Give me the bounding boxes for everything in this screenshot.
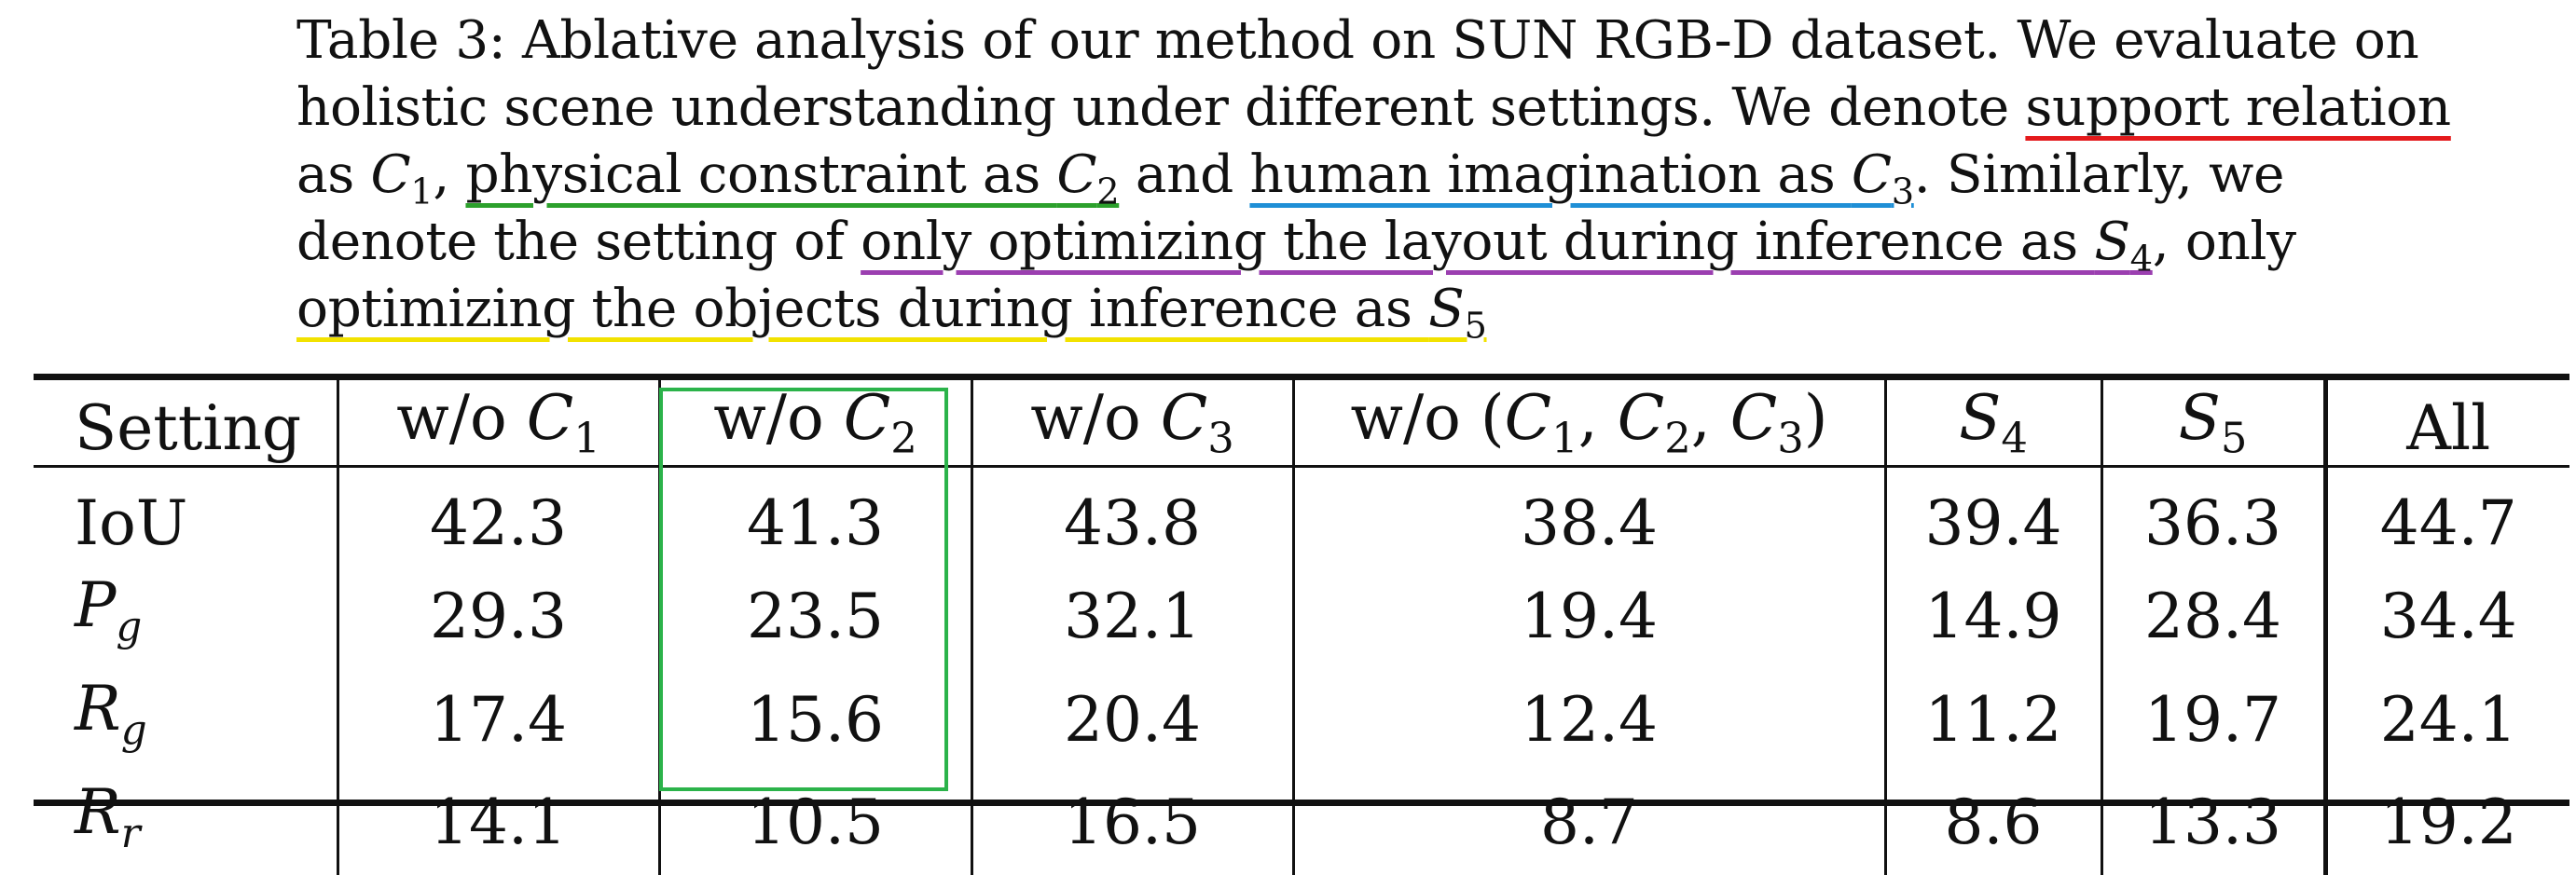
- underline-support-relation: support relation: [2025, 77, 2451, 138]
- caption-line-3: as C1, physical constraint as C2 and hum…: [296, 142, 2284, 213]
- table-cell: 19.4: [1293, 565, 1887, 669]
- header-wo-c1: w/o C1: [337, 374, 661, 484]
- underline-human-imagination: human imagination as C3: [1249, 144, 1914, 213]
- table-row: Rg 17.4 15.6 20.4 12.4 11.2 19.7 24.1: [34, 668, 2569, 772]
- table-cell: 39.4: [1885, 483, 2103, 566]
- table-cell: 11.2: [1885, 668, 2103, 772]
- table-cell: 8.6: [1885, 771, 2103, 875]
- caption-text: , only: [2152, 212, 2296, 272]
- table-cell: 23.5: [659, 565, 973, 669]
- ablation-table: Setting w/o C1 w/o C2 w/o C3 w/o (C1, C2…: [34, 374, 2569, 875]
- table-row: Pg 29.3 23.5 32.1 19.4 14.9 28.4 34.4: [34, 565, 2569, 669]
- table-cell: 13.3: [2101, 771, 2328, 875]
- header-all: All: [2406, 391, 2491, 464]
- header-wo-c2: w/o C2: [659, 374, 973, 484]
- table-cell: 38.4: [1293, 483, 1887, 566]
- row-label-rg: Rg: [34, 668, 339, 772]
- table-header-row: Setting w/o C1 w/o C2 w/o C3 w/o (C1, C2…: [34, 374, 2569, 484]
- symbol-c1: C1: [370, 144, 434, 213]
- header-s4: S4: [1885, 374, 2103, 484]
- header-wo-all-constraints: w/o (C1, C2, C3): [1293, 374, 1887, 484]
- table-cell: 28.4: [2101, 565, 2328, 669]
- table-cell: 19.7: [2101, 668, 2328, 772]
- table-cell: 42.3: [337, 483, 661, 566]
- row-label-rr: Rr: [34, 771, 339, 875]
- header-s5: S5: [2101, 374, 2328, 484]
- table-cell: 32.1: [971, 565, 1295, 669]
- table-cell: 41.3: [659, 483, 973, 566]
- table-cell: 8.7: [1293, 771, 1887, 875]
- table-cell: 43.8: [971, 483, 1295, 566]
- table-row: Rr 14.1 10.5 16.5 8.7 8.6 13.3 19.2: [34, 771, 2569, 875]
- table-cell-best: 19.2: [2379, 786, 2517, 859]
- header-wo-c3: w/o C3: [971, 374, 1295, 484]
- table-cell-best: 34.4: [2379, 580, 2517, 652]
- table-cell: 16.5: [971, 771, 1295, 875]
- underline-optimizing-objects: optimizing the objects during inference …: [296, 279, 1487, 348]
- caption-line-4: denote the setting of only optimizing th…: [296, 209, 2296, 280]
- table-row: IoU 42.3 41.3 43.8 38.4 39.4 36.3 44.7: [34, 483, 2569, 566]
- caption-line-5: optimizing the objects during inference …: [296, 276, 2217, 348]
- caption-text: holistic scene understanding under diffe…: [296, 77, 2026, 138]
- header-setting: Setting: [34, 374, 339, 484]
- caption-text: . Similarly, we: [1913, 144, 2285, 205]
- underline-physical-constraint: physical constraint as C2: [465, 144, 1120, 213]
- caption-text: denote the setting of: [296, 212, 861, 272]
- table-cell-best: 24.1: [2379, 683, 2517, 756]
- table-cell: 29.3: [337, 565, 661, 669]
- table-cell: 14.9: [1885, 565, 2103, 669]
- table-cell: 20.4: [971, 668, 1295, 772]
- caption-line-1: Table 3: Ablative analysis of our method…: [296, 10, 2419, 71]
- caption-text: and: [1119, 144, 1250, 205]
- table-caption: Table 3: Ablative analysis of our method…: [296, 7, 2451, 348]
- table-cell: 36.3: [2101, 483, 2328, 566]
- table-cell: 17.4: [337, 668, 661, 772]
- highlight-box-wo-c2-column: [659, 388, 948, 791]
- row-label-pg: Pg: [34, 565, 339, 669]
- row-label-iou: IoU: [34, 483, 339, 566]
- table-cell: 12.4: [1293, 668, 1887, 772]
- table-cell-best: 44.7: [2379, 487, 2517, 560]
- underline-optimizing-layout: only optimizing the layout during infere…: [861, 212, 2153, 280]
- table-cell: 14.1: [337, 771, 661, 875]
- caption-line-2: holistic scene understanding under diffe…: [296, 75, 2451, 142]
- caption-text: as: [296, 144, 371, 205]
- table-cell: 15.6: [659, 668, 973, 772]
- caption-text: ,: [433, 144, 466, 205]
